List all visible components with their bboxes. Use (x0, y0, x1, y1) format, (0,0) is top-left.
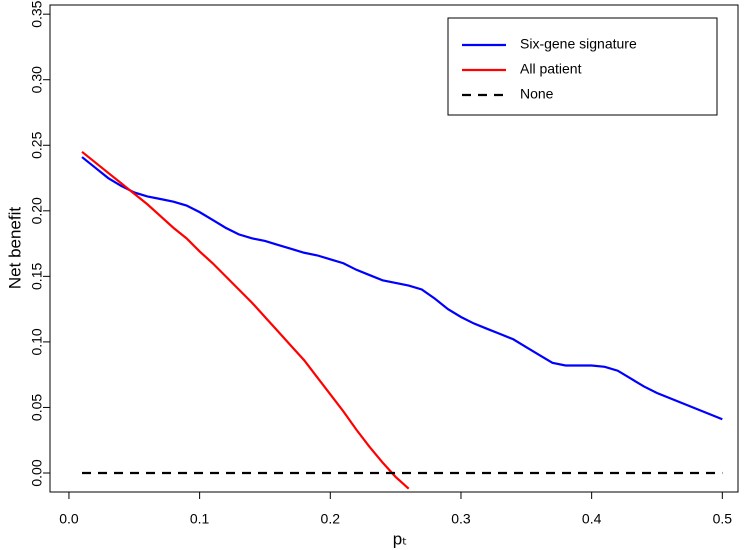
series-line (81, 150, 410, 490)
y-tick-label: 0.30 (29, 66, 45, 93)
x-tick-label: 0.5 (713, 511, 733, 527)
y-tick-label: 0.10 (29, 328, 45, 355)
series-line (81, 156, 723, 421)
y-tick-label: 0.25 (29, 131, 45, 158)
plot-frame (49, 4, 739, 493)
y-tick-label: 0.15 (29, 263, 45, 290)
y-tick-label: 0.05 (29, 394, 45, 421)
x-tick-label: 0.2 (321, 511, 341, 527)
legend-box (447, 17, 718, 116)
x-tick-label: 0.0 (59, 511, 79, 527)
y-tick-label: 0.00 (29, 459, 45, 486)
legend-label: Six-gene signature (520, 36, 637, 52)
legend-label: All patient (520, 61, 582, 77)
x-axis-label: pₜ (393, 529, 407, 548)
y-tick-label: 0.35 (29, 0, 45, 27)
x-tick-label: 0.3 (451, 511, 471, 527)
y-axis-label: Net benefit (5, 207, 24, 289)
x-tick-label: 0.1 (190, 511, 210, 527)
legend-label: None (520, 86, 554, 102)
y-tick-label: 0.20 (29, 197, 45, 224)
x-tick-label: 0.4 (582, 511, 602, 527)
